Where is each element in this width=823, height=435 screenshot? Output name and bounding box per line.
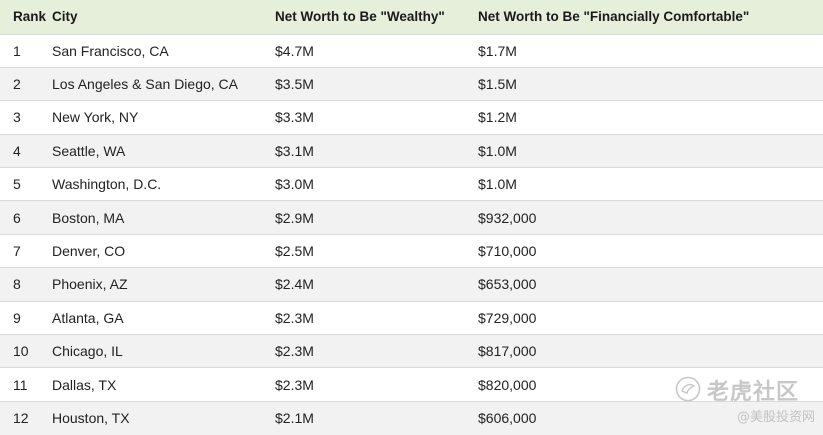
cell-comfortable: $710,000: [478, 243, 537, 260]
cell-wealthy: $2.5M: [275, 243, 314, 260]
table-row: 5 Washington, D.C. $3.0M $1.0M: [0, 167, 823, 201]
cell-city: Houston, TX: [52, 410, 130, 427]
table-row: 3 New York, NY $3.3M $1.2M: [0, 100, 823, 135]
cell-wealthy: $3.5M: [275, 76, 314, 93]
cell-rank: 5: [13, 176, 21, 193]
cell-rank: 1: [13, 42, 21, 59]
cell-comfortable: $1.5M: [478, 76, 517, 93]
cell-city: Dallas, TX: [52, 376, 117, 393]
cell-wealthy: $2.1M: [275, 410, 314, 427]
cell-city: Washington, D.C.: [52, 176, 162, 193]
table-row: 12 Houston, TX $2.1M $606,000: [0, 401, 823, 435]
cell-comfortable: $653,000: [478, 276, 537, 293]
cell-comfortable: $606,000: [478, 410, 537, 427]
cell-comfortable: $817,000: [478, 343, 537, 360]
cell-city: San Francisco, CA: [52, 42, 169, 59]
cell-wealthy: $2.3M: [275, 343, 314, 360]
cell-comfortable: $729,000: [478, 309, 537, 326]
cell-comfortable: $932,000: [478, 209, 537, 226]
cell-wealthy: $2.3M: [275, 376, 314, 393]
table-row: 6 Boston, MA $2.9M $932,000: [0, 200, 823, 235]
cell-comfortable: $1.7M: [478, 42, 517, 59]
cell-wealthy: $3.0M: [275, 176, 314, 193]
cell-wealthy: $3.1M: [275, 142, 314, 159]
cell-comfortable: $1.2M: [478, 109, 517, 126]
cell-rank: 3: [13, 109, 21, 126]
cell-rank: 9: [13, 309, 21, 326]
cell-rank: 11: [13, 376, 28, 393]
header-row: Rank City Net Worth to Be "Wealthy" Net …: [0, 0, 823, 34]
table-row: 4 Seattle, WA $3.1M $1.0M: [0, 134, 823, 168]
table-row: 7 Denver, CO $2.5M $710,000: [0, 234, 823, 268]
cell-rank: 7: [13, 243, 21, 260]
cell-city: New York, NY: [52, 109, 139, 126]
column-header-comfortable: Net Worth to Be "Financially Comfortable…: [478, 9, 750, 25]
table-header: Rank City Net Worth to Be "Wealthy" Net …: [0, 0, 823, 34]
cell-wealthy: $3.3M: [275, 109, 314, 126]
table-row: 8 Phoenix, AZ $2.4M $653,000: [0, 267, 823, 302]
cell-wealthy: $2.4M: [275, 276, 314, 293]
table-row: 1 San Francisco, CA $4.7M $1.7M: [0, 34, 823, 68]
table-row: 9 Atlanta, GA $2.3M $729,000: [0, 301, 823, 335]
table-body: 1 San Francisco, CA $4.7M $1.7M 2 Los Angeles…: [0, 34, 823, 435]
cell-rank: 10: [13, 343, 29, 360]
cell-comfortable: $1.0M: [478, 142, 517, 159]
cell-rank: 6: [13, 209, 21, 226]
cell-rank: 4: [13, 142, 21, 159]
cell-city: Los Angeles & San Diego, CA: [52, 76, 239, 93]
cell-comfortable: $820,000: [478, 376, 537, 393]
cell-wealthy: $4.7M: [275, 42, 314, 59]
cell-wealthy: $2.9M: [275, 209, 314, 226]
cell-wealthy: $2.3M: [275, 309, 314, 326]
cell-city: Seattle, WA: [52, 142, 126, 159]
table-row: 11 Dallas, TX $2.3M $820,000: [0, 367, 823, 402]
table-row: 2 Los Angeles & San Diego, CA $3.5M $1.5M: [0, 67, 823, 101]
cell-city: Atlanta, GA: [52, 309, 124, 326]
column-header-wealthy: Net Worth to Be "Wealthy": [275, 9, 445, 25]
column-header-rank: Rank: [13, 9, 47, 25]
cell-city: Boston, MA: [52, 209, 125, 226]
table-row: 10 Chicago, IL $2.3M $817,000: [0, 334, 823, 368]
cell-rank: 12: [13, 410, 29, 427]
cell-city: Chicago, IL: [52, 343, 123, 360]
cell-rank: 2: [13, 76, 21, 93]
cell-city: Denver, CO: [52, 243, 126, 260]
column-header-city: City: [52, 9, 78, 25]
cell-city: Phoenix, AZ: [52, 276, 128, 293]
cell-comfortable: $1.0M: [478, 176, 517, 193]
cell-rank: 8: [13, 276, 21, 293]
